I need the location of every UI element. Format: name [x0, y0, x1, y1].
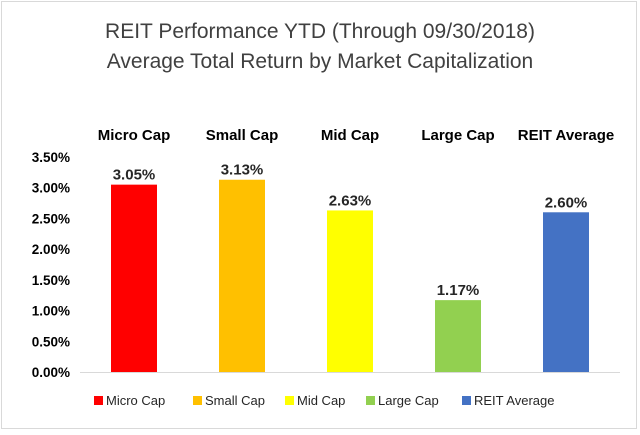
category-label: Mid Cap [321, 127, 379, 144]
y-tick-label: 2.50% [32, 211, 70, 226]
legend-swatch [193, 396, 202, 405]
y-tick-label: 0.00% [32, 365, 70, 380]
y-tick-label: 2.00% [32, 242, 70, 257]
category-label: Small Cap [206, 127, 279, 144]
y-axis: 0.00% 0.50% 1.00% 1.50% 2.00% 2.50% 3.00% 3.50% [32, 150, 70, 380]
legend-label: Large Cap [378, 393, 439, 408]
y-tick-label: 1.50% [32, 273, 70, 288]
bars [111, 179, 589, 372]
bar [219, 179, 265, 372]
category-label: Micro Cap [98, 127, 171, 144]
bar [543, 212, 589, 372]
category-label: REIT Average [518, 127, 614, 144]
legend-label: Micro Cap [106, 393, 165, 408]
bar-chart: REIT Performance YTD (Through 09/30/2018… [32, 20, 620, 408]
bar [435, 300, 481, 372]
y-tick-label: 1.00% [32, 304, 70, 319]
y-tick-label: 0.50% [32, 334, 70, 349]
legend: Micro Cap Small Cap Mid Cap Large Cap REIT A… [94, 393, 554, 408]
category-label: Large Cap [421, 127, 494, 144]
data-label: 2.63% [329, 192, 372, 209]
bar [111, 184, 157, 372]
legend-swatch [94, 396, 103, 405]
y-tick-label: 3.50% [32, 150, 70, 165]
chart-title: REIT Performance YTD (Through 09/30/2018… [105, 20, 535, 43]
data-label: 3.13% [221, 162, 264, 179]
data-labels: 3.05% 3.13% 2.63% 1.17% 2.60% [113, 162, 588, 299]
data-label: 3.05% [113, 167, 156, 184]
y-tick-label: 3.00% [32, 181, 70, 196]
chart-subtitle: Average Total Return by Market Capitaliz… [107, 50, 533, 73]
legend-swatch [462, 396, 471, 405]
category-labels: Micro Cap Small Cap Mid Cap Large Cap REIT A… [98, 127, 614, 144]
legend-swatch [285, 396, 294, 405]
legend-label: REIT Average [474, 393, 554, 408]
legend-label: Small Cap [205, 393, 265, 408]
bar [327, 210, 373, 372]
chart-area: REIT Performance YTD (Through 09/30/2018… [1, 1, 637, 429]
data-label: 2.60% [545, 194, 588, 211]
data-label: 1.17% [437, 282, 480, 299]
legend-label: Mid Cap [297, 393, 345, 408]
legend-swatch [366, 396, 375, 405]
